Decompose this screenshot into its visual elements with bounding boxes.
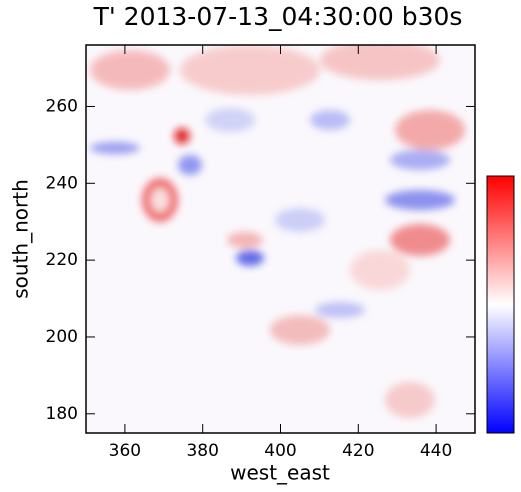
x-tick-label: 400 bbox=[264, 441, 296, 461]
x-tick-label: 360 bbox=[109, 441, 141, 461]
x-tick-label: 420 bbox=[342, 441, 374, 461]
y-tick-label: 180 bbox=[46, 404, 78, 424]
x-tick-label: 380 bbox=[186, 441, 218, 461]
y-tick-label: 220 bbox=[46, 250, 78, 270]
colorbar bbox=[486, 175, 515, 434]
y-tick-label: 260 bbox=[46, 96, 78, 116]
field bbox=[90, 45, 465, 418]
y-tick-label: 200 bbox=[46, 327, 78, 347]
y-axis-label: south_north bbox=[9, 179, 33, 299]
x-tick-label: 440 bbox=[420, 441, 452, 461]
chart-title: T' 2013-07-13_04:30:00 b30s bbox=[93, 2, 463, 31]
x-axis-label: west_east bbox=[230, 461, 330, 485]
field-pattern bbox=[90, 45, 465, 418]
y-tick-label: 240 bbox=[46, 173, 78, 193]
